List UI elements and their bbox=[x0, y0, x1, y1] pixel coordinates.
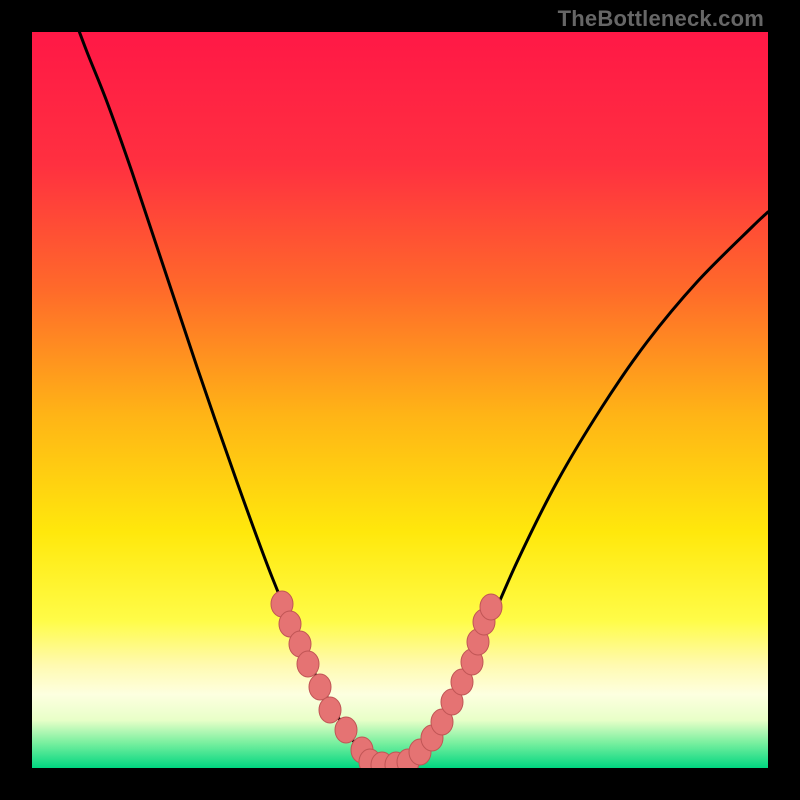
watermark-text: TheBottleneck.com bbox=[558, 6, 764, 32]
marker-group bbox=[271, 591, 502, 768]
curve-layer bbox=[32, 32, 768, 768]
bottleneck-curve bbox=[72, 32, 768, 764]
plot-area bbox=[32, 32, 768, 768]
data-marker bbox=[297, 651, 319, 677]
data-marker bbox=[480, 594, 502, 620]
data-marker bbox=[335, 717, 357, 743]
data-marker bbox=[309, 674, 331, 700]
data-marker bbox=[319, 697, 341, 723]
chart-frame: TheBottleneck.com bbox=[0, 0, 800, 800]
